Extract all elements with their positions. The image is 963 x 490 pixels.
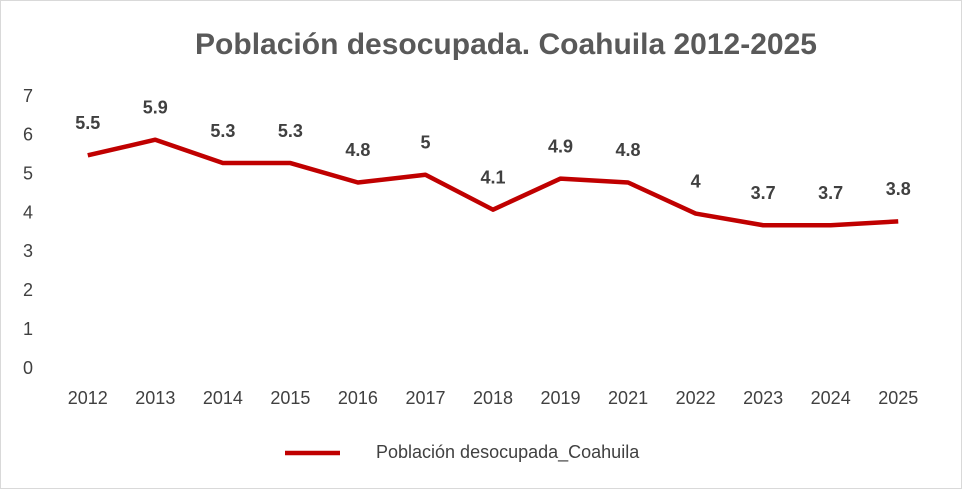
line-series — [87, 137, 899, 228]
x-tick-label: 2015 — [270, 388, 310, 408]
data-label: 5.9 — [143, 97, 168, 117]
x-tick-label: 2025 — [878, 388, 918, 408]
y-tick-label: 4 — [23, 202, 33, 222]
data-label: 5.3 — [210, 121, 235, 141]
x-tick-label: 2014 — [203, 388, 243, 408]
data-label: 5 — [420, 132, 430, 152]
legend-label: Población desocupada_Coahuila — [376, 442, 640, 463]
data-label: 4.8 — [616, 140, 641, 160]
x-tick-label: 2022 — [676, 388, 716, 408]
x-tick-label: 2019 — [541, 388, 581, 408]
data-label: 4.1 — [480, 167, 505, 187]
y-tick-label: 5 — [23, 163, 33, 183]
data-label: 5.5 — [75, 113, 100, 133]
data-label: 5.3 — [278, 121, 303, 141]
y-tick-label: 2 — [23, 280, 33, 300]
x-tick-label: 2024 — [811, 388, 851, 408]
chart-title: Población desocupada. Coahuila 2012-2025 — [195, 28, 817, 61]
data-label: 3.8 — [886, 179, 911, 199]
y-tick-label: 3 — [23, 241, 33, 261]
y-tick-label: 7 — [23, 86, 33, 106]
x-tick-label: 2016 — [338, 388, 378, 408]
data-label: 4.9 — [548, 136, 573, 156]
x-tick-label: 2023 — [743, 388, 783, 408]
y-tick-label: 6 — [23, 125, 33, 145]
x-tick-label: 2021 — [608, 388, 648, 408]
data-label: 3.7 — [818, 183, 843, 203]
x-tick-label: 2018 — [473, 388, 513, 408]
x-tick-label: 2017 — [405, 388, 445, 408]
y-tick-label: 1 — [23, 319, 33, 339]
data-label: 3.7 — [751, 183, 776, 203]
x-tick-label: 2013 — [135, 388, 175, 408]
data-label: 4.8 — [345, 140, 370, 160]
y-tick-label: 0 — [23, 358, 33, 378]
x-tick-label: 2012 — [68, 388, 108, 408]
data-label: 4 — [691, 171, 701, 191]
